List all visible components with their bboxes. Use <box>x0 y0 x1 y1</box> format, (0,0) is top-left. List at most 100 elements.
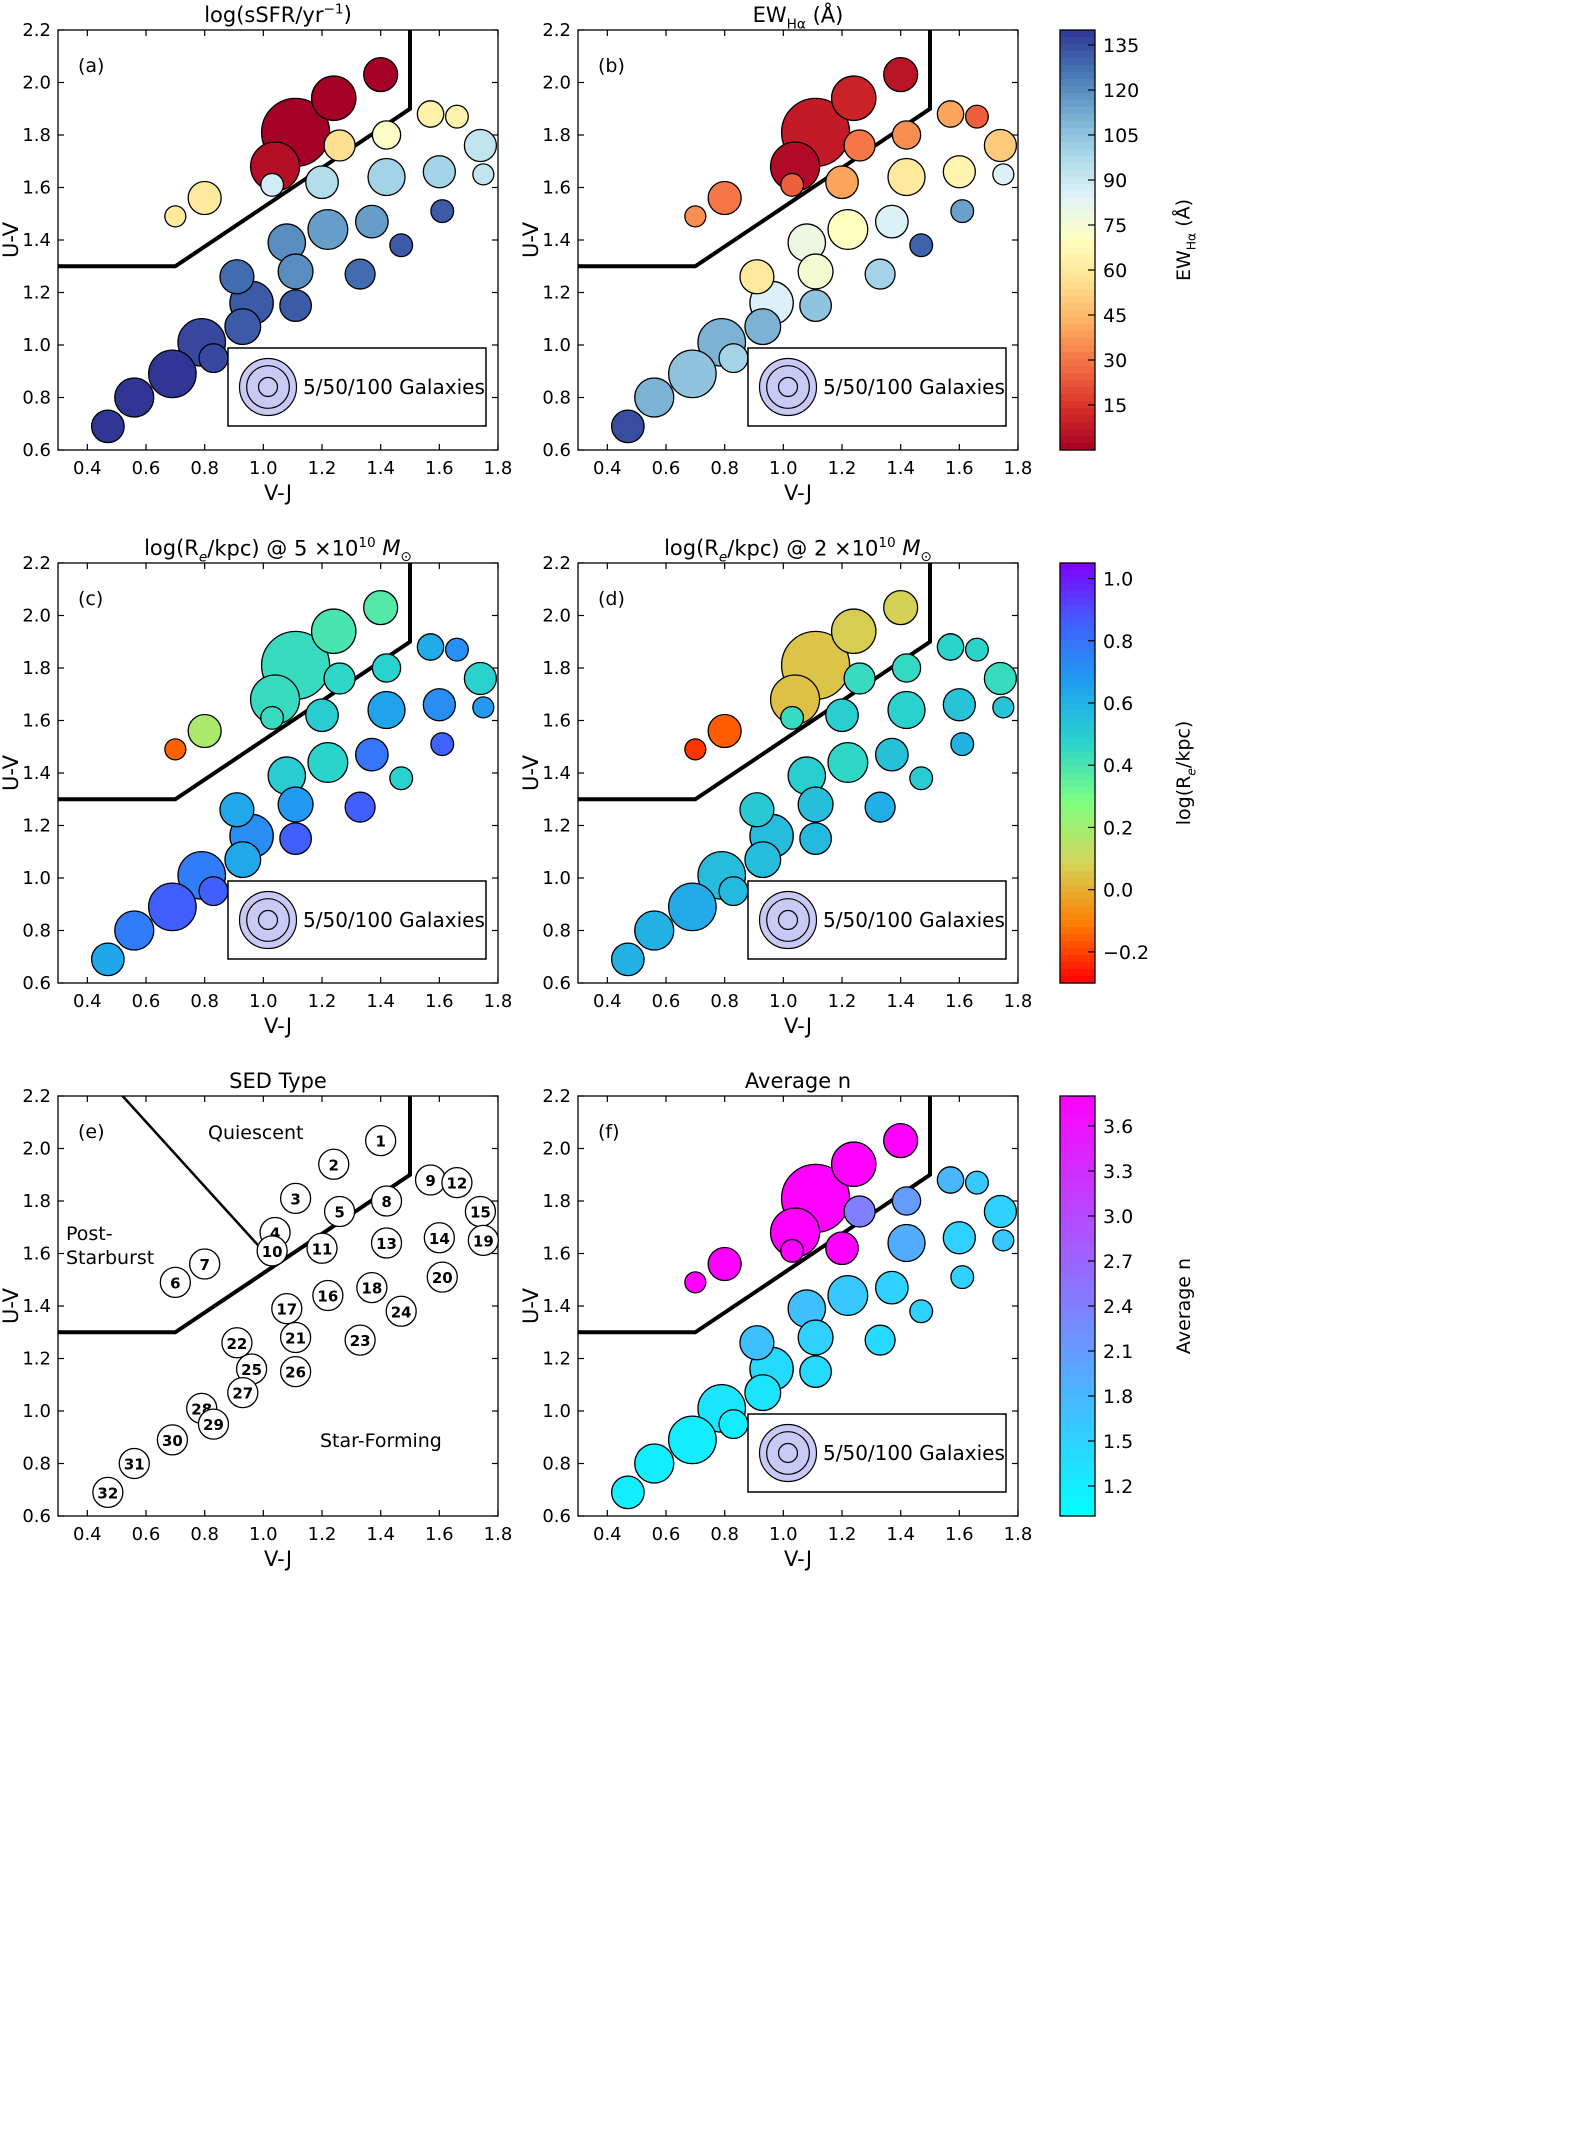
panel-title-part: M <box>896 536 921 560</box>
x-tick-label: 0.6 <box>652 991 681 1012</box>
x-tick-label: 1.6 <box>945 458 974 479</box>
data-point <box>825 165 859 200</box>
colorbar-segment <box>1060 696 1095 704</box>
y-tick-label: 1.2 <box>22 816 51 837</box>
legend-circle-5 <box>257 909 279 931</box>
y-tick-label: 2.0 <box>22 73 51 94</box>
data-point <box>887 690 926 730</box>
colorbar-segment <box>1060 815 1095 823</box>
colorbar-tick-label: 3.3 <box>1103 1161 1133 1183</box>
data-point <box>430 199 455 224</box>
x-tick-label: 0.4 <box>593 991 622 1012</box>
y-tick-label: 0.8 <box>22 921 51 942</box>
colorbar-segment <box>1060 1194 1095 1202</box>
y-tick-label: 1.2 <box>542 283 571 304</box>
data-point <box>371 653 402 683</box>
x-tick-label: 1.8 <box>484 1524 513 1545</box>
panel-title-part: e <box>199 549 207 565</box>
sed-bin-number: 30 <box>162 1432 183 1450</box>
colorbar-segment <box>1060 759 1095 767</box>
x-tick-label: 1.8 <box>1004 1524 1033 1545</box>
sed-bin-circle <box>118 1447 150 1480</box>
y-tick-label: 2.2 <box>22 553 51 574</box>
colorbar-segment <box>1060 640 1095 648</box>
colorbar-segment <box>1060 724 1095 732</box>
colorbar-label-part: /kpc) <box>1173 721 1195 768</box>
data-point <box>416 100 445 128</box>
colorbar-segment <box>1060 1166 1095 1174</box>
colorbar-tick-label: 0.8 <box>1103 631 1133 653</box>
colorbar-segment <box>1060 331 1095 339</box>
colorbar-segment <box>1060 682 1095 690</box>
x-tick-label: 1.4 <box>886 1524 915 1545</box>
x-axis-label: V-J <box>784 1547 812 1571</box>
sed-bin-circle <box>323 1195 356 1228</box>
colorbar-segment <box>1060 1117 1095 1125</box>
x-tick-label: 1.6 <box>425 458 454 479</box>
data-point <box>883 57 919 93</box>
data-point <box>936 633 965 661</box>
colorbar-segment <box>1060 969 1095 977</box>
data-point <box>992 163 1015 186</box>
y-tick-label: 1.8 <box>22 1191 51 1212</box>
sed-bin-number: 12 <box>446 1175 467 1193</box>
sed-bin-circle <box>423 1222 455 1254</box>
colorbar-segment <box>1060 668 1095 676</box>
sed-bin-circle <box>318 1148 350 1180</box>
x-tick-label: 1.8 <box>484 991 513 1012</box>
x-tick-label: 1.6 <box>945 991 974 1012</box>
data-point <box>983 661 1018 696</box>
colorbar-segment <box>1060 1236 1095 1244</box>
sed-bin-circle <box>279 1321 312 1354</box>
colorbar-tick-label: 0.2 <box>1103 817 1133 839</box>
x-axis-label: V-J <box>784 481 812 505</box>
region-label-post: Post- <box>66 1223 113 1245</box>
colorbar-segment <box>1060 128 1095 136</box>
y-tick-label: 0.6 <box>542 440 571 461</box>
sed-bin-number: 32 <box>97 1484 118 1502</box>
selection-boundary <box>58 563 412 802</box>
data-point <box>260 705 285 730</box>
data-point <box>667 349 717 399</box>
colorbar-segment <box>1060 149 1095 157</box>
colorbar-segment <box>1060 563 1095 571</box>
data-point <box>187 180 222 216</box>
x-tick-label: 0.4 <box>73 458 102 479</box>
panel-letter: (d) <box>598 588 625 610</box>
colorbar-segment <box>1060 51 1095 59</box>
sed-bin-circle <box>221 1327 253 1359</box>
data-point <box>219 259 255 295</box>
data-point <box>992 696 1015 719</box>
colorbar-segment <box>1060 1222 1095 1230</box>
colorbar-segment <box>1060 142 1095 150</box>
y-tick-label: 1.6 <box>22 178 51 199</box>
data-point <box>277 786 314 823</box>
data-point <box>310 608 357 655</box>
data-point <box>90 409 125 444</box>
colorbar-segment <box>1060 1495 1095 1503</box>
colorbar-segment <box>1060 121 1095 129</box>
colorbar-segment <box>1060 247 1095 255</box>
panel-letter: (a) <box>78 55 104 77</box>
colorbar-segment <box>1060 1152 1095 1160</box>
colorbar-segment <box>1060 163 1095 171</box>
colorbar-segment <box>1060 1474 1095 1482</box>
y-tick-label: 2.2 <box>542 553 571 574</box>
x-tick-label: 0.4 <box>593 458 622 479</box>
size-legend-label: 5/50/100 Galaxies <box>823 908 1005 932</box>
colorbar-segment <box>1060 268 1095 276</box>
colorbar-segment <box>1060 233 1095 241</box>
x-tick-label: 0.4 <box>73 991 102 1012</box>
colorbar-segment <box>1060 871 1095 879</box>
y-tick-label: 1.0 <box>22 335 51 356</box>
legend-circle-5 <box>777 1442 799 1464</box>
y-tick-label: 1.0 <box>22 1401 51 1422</box>
sed-bin-circle <box>189 1248 221 1280</box>
colorbar-segment <box>1060 401 1095 409</box>
colorbar-segment <box>1060 296 1095 304</box>
colorbar-segment <box>1060 317 1095 325</box>
data-point <box>310 75 357 122</box>
y-tick-label: 1.8 <box>542 1191 571 1212</box>
data-point <box>463 128 498 163</box>
colorbar-segment <box>1060 1481 1095 1489</box>
